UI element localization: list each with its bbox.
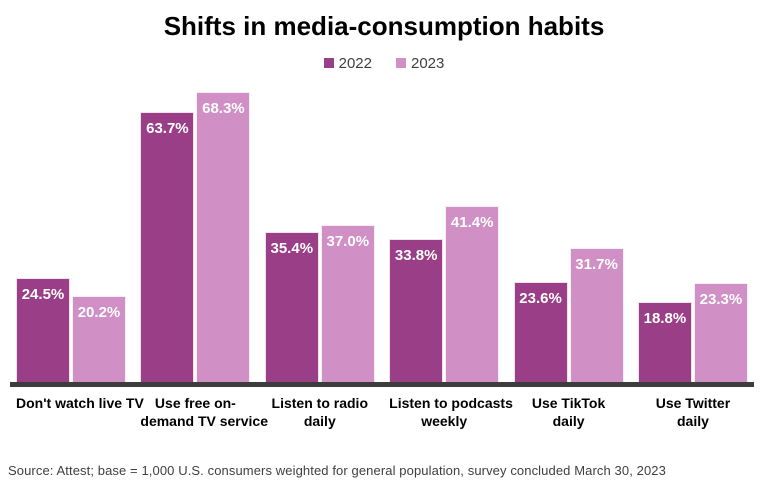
bar-2023-1: 68.3% (196, 92, 251, 383)
legend-swatch-2022 (323, 58, 334, 69)
bar-2023-0: 20.2% (72, 296, 126, 383)
category-label-line: daily (552, 413, 585, 430)
bar-group-0: 24.5% 20.2% (16, 278, 126, 383)
category-label-0: Don't watch live TV (16, 394, 144, 430)
category-label-2: Listen to radio daily (265, 394, 375, 430)
legend-swatch-2023 (396, 58, 406, 69)
bar-value-label: 20.2% (77, 304, 121, 322)
bar-value-label: 24.5% (21, 286, 65, 304)
bar-2022-1: 63.7% (140, 111, 195, 383)
legend: 2022 2023 (0, 54, 768, 72)
category-label-line: Use TikTok (531, 395, 606, 412)
category-label-3: Listen to podcasts weekly (389, 394, 513, 430)
chart-title: Shifts in media-consumption habits (163, 11, 605, 41)
bar-value-label: 37.0% (326, 233, 370, 251)
legend-item-2022: 2022 (323, 54, 372, 72)
bar-group-5: 18.8% 23.3% (637, 283, 748, 383)
category-labels: Don't watch live TV Use free on-demand TV… (10, 394, 754, 430)
category-label-1: Use free on-demand TV service (140, 394, 269, 430)
plot-area: 24.5% 20.2% 63.7% 68.3% 35.4% 37.0% 33.8% 41.4%… (10, 92, 754, 383)
category-label-line: weekly (421, 413, 468, 430)
bar-value-label: 41.4% (450, 214, 494, 232)
category-label-line: Don't watch live TV (16, 395, 144, 412)
bar-2022-5: 18.8% (637, 302, 692, 383)
legend-item-2023: 2023 (396, 55, 444, 72)
category-label-line: Use Twitter (655, 395, 731, 412)
bar-value-label: 63.7% (146, 119, 189, 137)
bar-group-4: 23.6% 31.7% (513, 247, 624, 383)
x-axis-line (10, 382, 754, 388)
bar-2022-2: 35.4% (264, 231, 319, 383)
bar-2022-3: 33.8% (389, 238, 444, 383)
bar-value-label: 33.8% (394, 246, 438, 264)
category-label-line: Use free on- (154, 395, 236, 412)
legend-label: 2023 (411, 54, 445, 72)
category-label-line: demand TV service (140, 413, 269, 430)
bar-2023-4: 31.7% (569, 247, 624, 383)
bar-value-label: 68.3% (202, 100, 245, 118)
bar-group-2: 35.4% 37.0% (264, 225, 375, 383)
bar-value-label: 23.3% (699, 291, 743, 309)
bar-2022-0: 24.5% (16, 278, 70, 383)
bar-2023-3: 41.4% (445, 206, 500, 383)
bar-value-label: 18.8% (643, 310, 687, 328)
bar-2023-2: 37.0% (320, 225, 375, 383)
bar-group-1: 63.7% 68.3% (140, 92, 251, 383)
category-label-line: Listen to radio (271, 395, 368, 412)
category-label-line: daily (677, 413, 709, 430)
chart: Shifts in media-consumption habits 2022 2… (0, 11, 768, 478)
source-note: Source: Attest; base = 1,000 U.S. consum… (8, 463, 666, 478)
bar-value-label: 31.7% (575, 255, 618, 273)
category-label-4: Use TikTok daily (514, 394, 624, 430)
category-label-line: Listen to podcasts (389, 395, 513, 412)
category-label-5: Use Twitter daily (638, 394, 748, 430)
bar-value-label: 23.6% (519, 290, 562, 307)
bar-2022-4: 23.6% (513, 282, 568, 383)
bar-value-label: 35.4% (270, 239, 314, 257)
legend-label: 2022 (338, 54, 372, 72)
category-label-line: daily (303, 413, 336, 430)
bar-2023-5: 23.3% (693, 283, 748, 383)
bar-group-3: 33.8% 41.4% (389, 206, 500, 383)
